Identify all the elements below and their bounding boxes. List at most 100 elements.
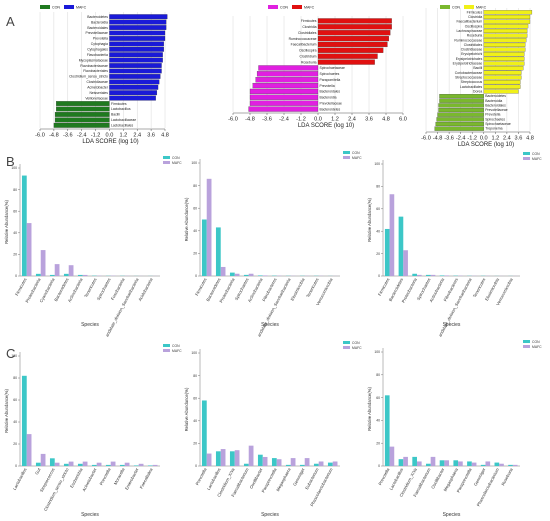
y-tick-label: 60	[376, 207, 380, 211]
lda-label: Prevotellaceae	[320, 101, 343, 105]
lda-label: Prevotellaceae	[86, 31, 109, 35]
bar-mafc	[206, 453, 212, 466]
y-tick-label: 80	[193, 184, 197, 188]
x-tick-label: 2.4	[348, 117, 356, 123]
bar-con	[327, 462, 333, 466]
lda-label: Prevotella	[93, 37, 108, 41]
legend-label-mafc: MAFC	[304, 6, 315, 10]
x-tick-label: Oscillibacter	[430, 467, 445, 490]
x-tick-label: Lactobacillus	[12, 467, 28, 491]
lda-label: Veillonellaceae	[85, 96, 108, 100]
bar-con	[398, 459, 404, 466]
bar-con	[49, 458, 55, 466]
y-tick-label: 60	[13, 398, 17, 402]
lda-chart-1: BacteroidetesBacteroidiaBacteroidalesPre…	[35, 5, 169, 145]
x-tick-label: 4.8	[526, 136, 534, 142]
lda-label: Lactobacillales	[111, 123, 134, 127]
bar-mafc	[262, 456, 268, 466]
lda-bar	[483, 10, 533, 15]
lda-label: Cytophagales	[87, 47, 108, 51]
lda-label: Clostridia	[302, 25, 316, 29]
legend-label-con: CON	[352, 341, 360, 345]
y-axis-title: Relative Abundance(%)	[184, 197, 189, 241]
x-tick-label: Eubacterium	[304, 467, 320, 491]
lda-bar	[439, 98, 484, 103]
legend-swatch-mafc	[163, 349, 170, 352]
lda-label: Bacilli	[473, 66, 482, 70]
x-tick-label: Megasphaera	[275, 467, 292, 493]
lda-label: Bacteroidia	[91, 20, 108, 24]
lda-label: Lactobacillales	[460, 85, 483, 89]
y-tick-label: 20	[13, 442, 17, 446]
y-tick-label: 100	[191, 161, 197, 165]
bar-con	[398, 216, 404, 276]
bar-mafc	[124, 462, 130, 466]
lda-bar	[483, 84, 521, 89]
lda-label: Spirochaetaceae	[485, 122, 511, 126]
lda-label: Roseburia	[301, 60, 317, 64]
lda-bar	[54, 117, 110, 123]
legend-swatch-mafc	[343, 156, 350, 159]
x-tick-label: -2.4	[77, 133, 87, 139]
x-tick-label: 2.4	[503, 136, 511, 142]
y-tick-label: 20	[193, 442, 197, 446]
abundance-chart-3: 020406080100FirmicutesBacteroidetesProte…	[367, 152, 542, 338]
x-tick-label: Spirochaetes	[234, 277, 250, 301]
lda-label: Bacteroidetes	[320, 107, 341, 111]
bar-con	[35, 462, 41, 466]
y-tick-label: 40	[376, 419, 380, 423]
bar-con	[243, 274, 249, 276]
bar-mafc	[444, 275, 450, 276]
bar-mafc	[206, 178, 212, 276]
lda-bar	[255, 77, 319, 83]
lda-label: Oscillospira	[299, 49, 317, 53]
y-tick-label: 80	[376, 185, 380, 189]
x-tick-label: -1.2	[467, 136, 477, 142]
lda-bar	[483, 70, 522, 75]
legend-swatch-con	[268, 5, 278, 9]
y-tick-label: 20	[193, 252, 197, 256]
bar-con	[453, 460, 459, 466]
x-tick-label: 6.0	[399, 117, 407, 123]
x-axis-title: Species	[261, 512, 279, 518]
bar-con	[215, 227, 221, 276]
lda-bar	[317, 41, 388, 48]
x-axis-title: Species	[261, 322, 279, 328]
x-tick-label: 1.2	[119, 133, 127, 139]
y-tick-label: 40	[13, 231, 17, 235]
bar-mafc	[332, 461, 338, 466]
x-axis-title: LDA SCORE (log 10)	[298, 123, 354, 129]
x-tick-label: 1.2	[491, 136, 499, 142]
bar-con	[119, 464, 125, 466]
y-tick-label: 0	[378, 464, 380, 468]
y-tick-label: 60	[193, 206, 197, 210]
lda-label: Clostridia	[468, 15, 482, 19]
lda-bar	[483, 19, 531, 24]
bar-con	[257, 454, 263, 466]
x-tick-label: Gut	[34, 466, 42, 475]
bar-mafc	[276, 459, 282, 466]
bar-con	[215, 451, 221, 466]
lda-label: Dorea	[473, 89, 482, 93]
bar-con	[257, 275, 263, 276]
legend-label-mafc: MAFC	[76, 6, 87, 10]
bar-con	[412, 456, 417, 466]
bar-con	[63, 463, 69, 466]
lda-bar	[109, 63, 162, 68]
bar-mafc	[471, 462, 477, 466]
legend-label-con: CON	[172, 344, 180, 348]
lda-bar	[109, 79, 160, 85]
bar-mafc	[82, 274, 88, 276]
x-tick-label: -4.8	[433, 136, 443, 142]
lda-label: Treponema	[485, 127, 502, 131]
bar-mafc	[82, 461, 88, 466]
bar-mafc	[68, 265, 74, 276]
lda-label: Neisseriales	[89, 91, 108, 95]
y-tick-label: 80	[13, 376, 17, 380]
x-tick-label: Faecalitalea	[139, 467, 154, 490]
bar-mafc	[234, 450, 240, 466]
y-tick-label: 100	[11, 354, 17, 358]
x-tick-label: Firmicutes	[377, 277, 390, 296]
x-tick-label: Roseburia	[500, 467, 514, 487]
